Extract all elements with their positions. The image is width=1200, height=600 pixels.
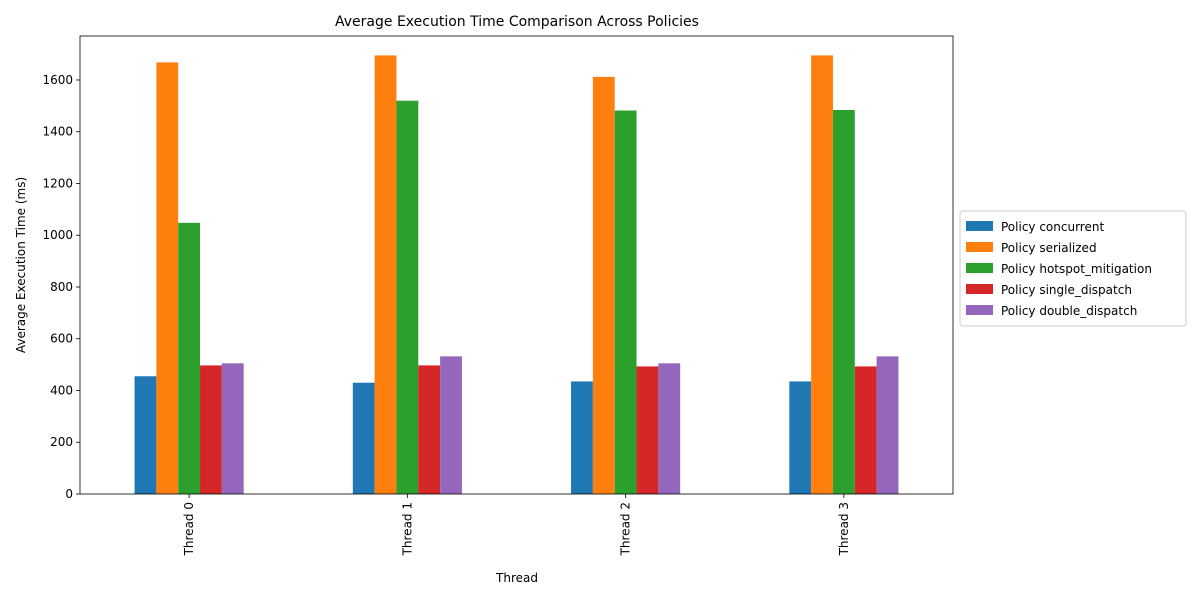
legend-label: Policy serialized [1001, 241, 1097, 255]
y-tick-label: 1200 [42, 176, 73, 190]
y-tick-label: 1600 [42, 73, 73, 87]
bar-policy-hotspot_mitigation-1 [396, 100, 419, 494]
bar-policy-hotspot_mitigation-0 [178, 222, 201, 494]
legend-label: Policy double_dispatch [1001, 304, 1137, 318]
legend-label: Policy hotspot_mitigation [1001, 262, 1152, 276]
y-tick-label: 400 [50, 383, 73, 397]
legend-swatch [966, 221, 993, 231]
x-tick-label: Thread 2 [619, 502, 633, 556]
bar-policy-double_dispatch-1 [440, 356, 462, 494]
y-tick-label: 600 [50, 332, 73, 346]
bar-policy-concurrent-0 [134, 376, 157, 494]
bar-policy-concurrent-3 [789, 381, 812, 494]
bar-policy-single_dispatch-1 [418, 365, 441, 494]
axes-frame [79, 35, 954, 495]
bar-policy-hotspot_mitigation-2 [614, 110, 637, 494]
legend-swatch [966, 305, 993, 315]
plot-area: 0 200 400 600 800 1000 1200 1400 1600 Thread 0 Thr… [42, 35, 954, 556]
y-tick-label: 200 [50, 435, 73, 449]
legend-swatch [966, 263, 993, 273]
bar-policy-concurrent-1 [352, 382, 375, 494]
y-tick-label: 800 [50, 280, 73, 294]
bar-policy-single_dispatch-0 [200, 365, 222, 494]
legend-swatch [966, 242, 993, 252]
x-tick-label: Thread 1 [400, 502, 414, 556]
x-tick-label: Thread 3 [837, 502, 851, 556]
x-tick-label: Thread 0 [182, 502, 196, 556]
bar-policy-serialized-1 [374, 55, 397, 495]
legend-label: Policy concurrent [1001, 220, 1104, 234]
bar-policy-serialized-0 [156, 62, 179, 494]
bar-policy-single_dispatch-3 [854, 366, 877, 494]
y-tick-label: 0 [65, 487, 73, 501]
bar-policy-double_dispatch-0 [221, 363, 244, 494]
bar-policy-double_dispatch-3 [876, 356, 899, 494]
x-axis-label: Thread [495, 571, 538, 585]
bar-policy-concurrent-2 [571, 381, 593, 494]
bar-policy-double_dispatch-2 [658, 363, 681, 494]
chart-title: Average Execution Time Comparison Across… [335, 14, 699, 30]
bar-policy-hotspot_mitigation-3 [832, 110, 855, 494]
bar-policy-serialized-2 [592, 76, 615, 495]
legend-swatch [966, 284, 993, 294]
legend: Policy concurrent Policy serialized Policy… [959, 210, 1187, 327]
bar-policy-serialized-3 [811, 55, 833, 495]
y-axis-label: Average Execution Time (ms) [14, 177, 28, 353]
legend-label: Policy single_dispatch [1001, 283, 1132, 297]
y-tick-label: 1000 [42, 228, 73, 242]
y-tick-label: 1400 [42, 125, 73, 139]
bar-policy-single_dispatch-2 [636, 366, 659, 494]
legend-box [959, 210, 1187, 327]
